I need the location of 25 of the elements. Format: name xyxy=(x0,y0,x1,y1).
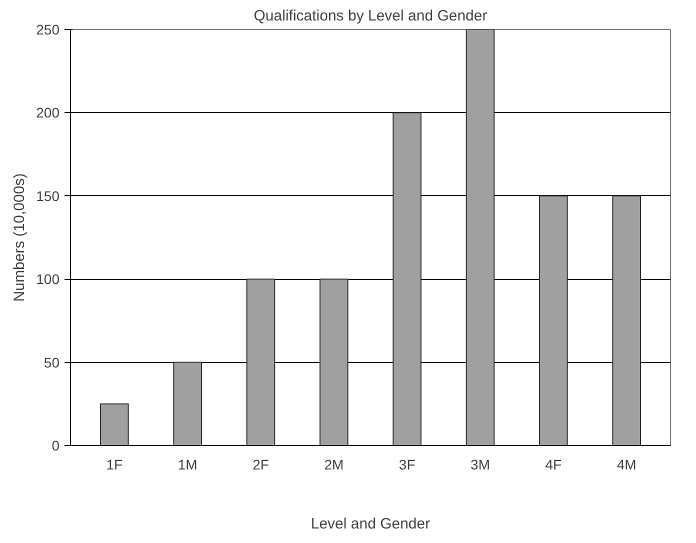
y-tick-label: 150 xyxy=(36,188,60,204)
y-tick-label: 100 xyxy=(36,271,60,288)
bar xyxy=(392,112,422,446)
bar xyxy=(320,278,348,446)
y-tick-label: 50 xyxy=(44,354,60,370)
bar xyxy=(466,30,495,446)
x-tick-label: 2M xyxy=(324,456,344,472)
x-tick-label: 4M xyxy=(616,456,636,472)
bar xyxy=(612,195,641,446)
x-tick-label: 1M xyxy=(178,456,198,472)
x-tick-label: 2F xyxy=(252,456,269,472)
x-axis-title: Level and Gender xyxy=(310,516,430,532)
x-tick-label: 3F xyxy=(398,456,416,472)
y-axis-title: Numbers (10,000s) xyxy=(11,173,28,302)
x-tick-label: 4F xyxy=(545,456,562,472)
x-tick-label: 1F xyxy=(106,456,123,472)
y-tick-label: 0 xyxy=(52,438,60,454)
y-tick-label: 200 xyxy=(36,104,60,121)
y-tick-label: 250 xyxy=(36,22,60,38)
bar xyxy=(173,362,202,446)
bar xyxy=(539,195,568,446)
bar xyxy=(100,403,129,446)
x-tick-label: 3M xyxy=(470,456,490,472)
bar xyxy=(246,278,276,446)
chart-title: Qualifications by Level and Gender xyxy=(254,8,488,24)
